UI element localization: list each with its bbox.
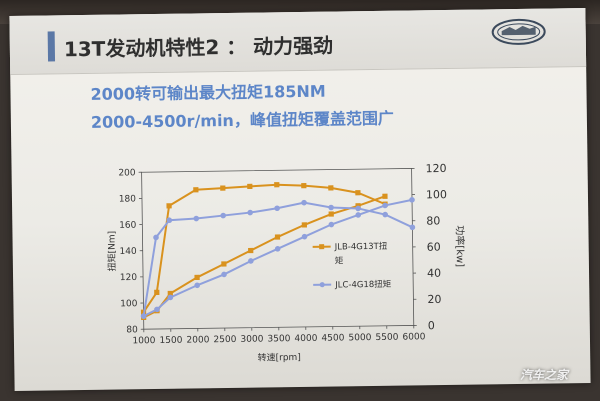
y-left-tick-label: 100 (120, 299, 138, 309)
geely-logo-icon (491, 18, 546, 45)
y-left-tick-label: 80 (126, 325, 138, 335)
data-point (167, 290, 173, 297)
series-line-1 (143, 195, 386, 319)
presentation-slide: 13T发动机特性2 ： 动力强劲 2000转可输出最大扭矩185NM 2000-… (9, 7, 591, 392)
data-point (154, 289, 160, 296)
data-point (166, 203, 172, 209)
data-point (193, 215, 200, 222)
series-line-3 (143, 198, 413, 318)
data-point (355, 190, 361, 196)
y-left-tick-label: 200 (118, 168, 136, 178)
x-tick-label: 1500 (159, 336, 182, 346)
y-left-tick-label: 160 (119, 221, 137, 231)
legend-swatch-marker (319, 244, 325, 250)
x-tick-label: 2000 (186, 335, 209, 345)
y-right-tick-label: 120 (425, 162, 446, 175)
data-point (221, 261, 227, 267)
data-point (355, 205, 361, 212)
data-point (382, 211, 389, 218)
y-left-tick-label: 140 (119, 247, 137, 257)
x-axis-label: 转速[rpm] (258, 351, 301, 364)
x-tick-label: 2500 (213, 335, 236, 345)
y-right-axis-label: 功率[kw] (453, 225, 467, 267)
data-point (166, 217, 173, 224)
data-point (220, 212, 227, 219)
data-point (301, 183, 307, 189)
data-point (274, 182, 280, 188)
data-point (301, 199, 307, 206)
y-left-tick-label: 180 (119, 194, 137, 204)
x-tick-label: 5500 (375, 333, 398, 343)
x-tick-label: 6000 (402, 332, 425, 342)
y-right-tick-label: 100 (426, 188, 447, 201)
data-point (328, 185, 334, 191)
y-right-tick-label: 40 (427, 267, 441, 280)
data-point (409, 197, 415, 203)
data-point (193, 187, 199, 193)
y-right-tick-label: 60 (427, 241, 441, 254)
x-tick-label: 3000 (240, 335, 263, 345)
legend-swatch-marker (319, 282, 325, 288)
y-left-axis-label: 扭矩[Nm] (105, 231, 118, 272)
data-point (140, 313, 147, 319)
y-right-tick-label: 80 (426, 214, 440, 227)
data-point (355, 212, 362, 218)
data-point (328, 211, 334, 217)
data-point (301, 233, 308, 240)
data-point (301, 222, 307, 228)
data-point (220, 185, 226, 191)
data-point (167, 294, 174, 301)
legend-label: JLC-4G18扭矩 (334, 279, 392, 291)
data-point (328, 204, 334, 211)
y-right-tick-label: 20 (427, 293, 441, 306)
data-point (382, 193, 388, 199)
data-point (194, 282, 200, 289)
series-line-2 (142, 201, 413, 317)
data-point (247, 183, 253, 190)
torque-power-chart: 1000 1500 2000 2500 3000 3500 4000 4500 5000 5500… (105, 162, 467, 364)
data-point (328, 221, 335, 228)
data-point (154, 306, 160, 313)
x-tick-label: 4500 (321, 333, 344, 343)
data-point (274, 246, 281, 252)
data-point (274, 205, 280, 212)
legend-label: JLB-4G13T扭 (334, 241, 388, 253)
watermark: 汽车之家 (520, 368, 569, 382)
data-point (247, 209, 253, 216)
data-point (248, 258, 254, 264)
data-point (409, 224, 416, 231)
data-point (382, 202, 388, 209)
data-point (221, 271, 227, 278)
data-point (248, 247, 254, 254)
x-tick-label: 4000 (294, 334, 317, 344)
x-tick-label: 3500 (267, 334, 290, 344)
y-right-tick-label: 0 (428, 319, 435, 332)
data-point (274, 234, 281, 240)
data-point (153, 234, 159, 241)
x-tick-label: 5000 (348, 333, 371, 343)
x-tick-label: 1000 (132, 336, 155, 346)
data-point (194, 274, 200, 281)
legend-label: 矩 (335, 255, 344, 266)
y-left-tick-label: 120 (120, 273, 138, 283)
